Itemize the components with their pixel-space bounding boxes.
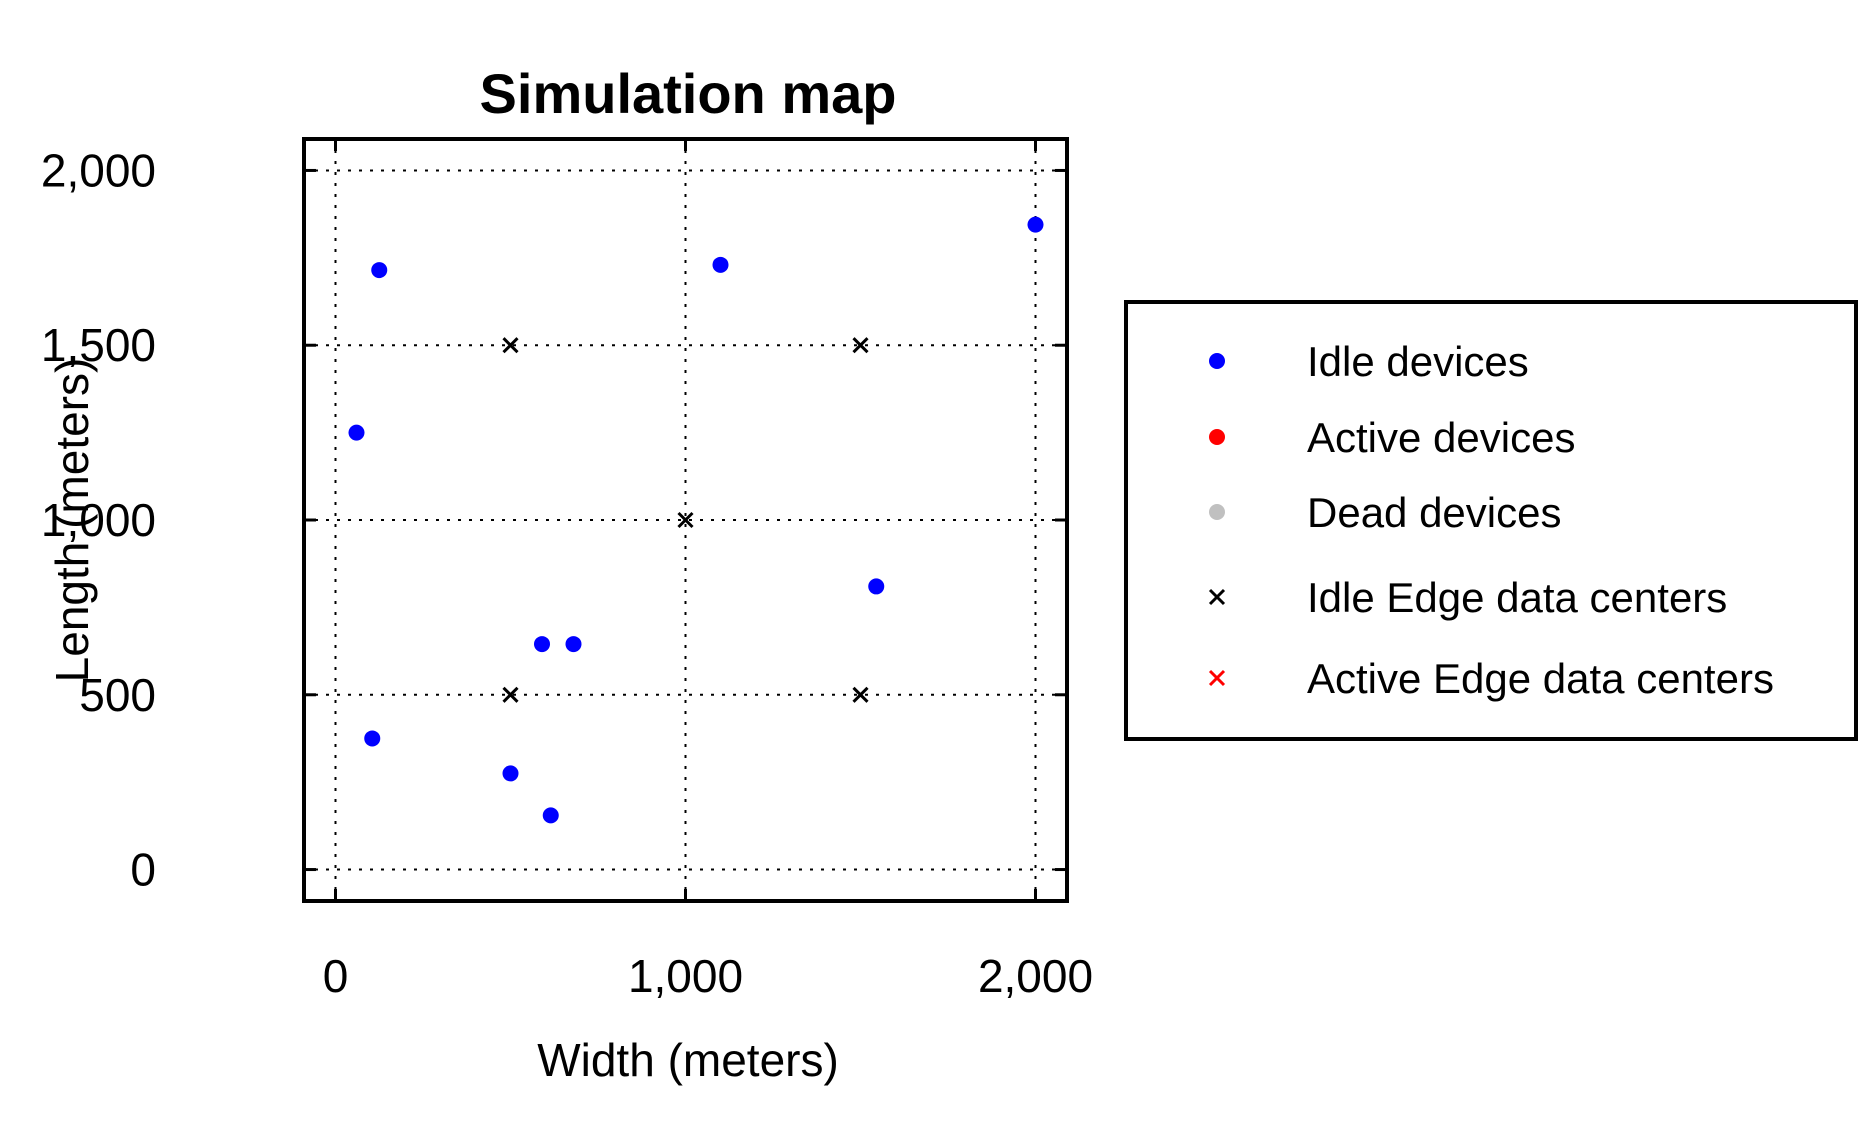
idle-devices-point: [542, 807, 559, 824]
cross-stroke: [852, 686, 869, 703]
legend: Idle devices Active devices Dead devices Id…: [1124, 300, 1858, 741]
y-tick-label: 2,000: [41, 144, 156, 196]
x-axis-label: Width (meters): [537, 1034, 839, 1086]
legend-marker-dead-devices: [1209, 504, 1225, 520]
idle-edge-data-centers-point: [502, 337, 519, 354]
tick-marks: [304, 139, 1067, 901]
x-tick-label: 1,000: [628, 950, 743, 1002]
idle-devices-point: [371, 262, 388, 279]
y-tick-label: 1,000: [41, 494, 156, 546]
idle-edge-data-centers-point: [502, 686, 519, 703]
idle-edge-data-centers-point: [852, 337, 869, 354]
cross-stroke: [1208, 588, 1226, 606]
idle-edge-data-centers-point: [852, 686, 869, 703]
idle-devices-point: [868, 578, 885, 595]
legend-label-idle-devices: Idle devices: [1307, 338, 1529, 385]
x-tick-label: 0: [323, 950, 349, 1002]
idle-devices-point: [364, 730, 381, 747]
legend-label-active-edge-data-centers: Active Edge data centers: [1307, 655, 1774, 702]
chart-title: Simulation map: [480, 62, 897, 125]
y-tick-label: 1,500: [41, 319, 156, 371]
idle-devices-point: [565, 636, 582, 653]
legend-marker-active-devices: [1209, 429, 1225, 445]
legend-marker-idle-edge-data-centers: [1208, 588, 1226, 606]
cross-stroke: [677, 511, 694, 529]
idle-edge-data-centers-point: [677, 511, 694, 529]
y-tick-label: 0: [130, 844, 156, 896]
idle-devices-point: [502, 765, 519, 782]
cross-stroke: [1208, 669, 1226, 687]
legend-label-idle-edge-data-centers: Idle Edge data centers: [1307, 574, 1727, 621]
tick-labels: 0 1,000 2,000 0 500 1,000 1,500 2,000: [41, 144, 1093, 1002]
cross-stroke: [852, 337, 869, 354]
idle-devices-point: [348, 424, 365, 441]
cross-stroke: [502, 686, 519, 703]
idle-devices-point: [534, 636, 550, 653]
cross-stroke: [502, 337, 519, 354]
legend-items: Idle devices Active devices Dead devices Id…: [1208, 338, 1774, 702]
idle-devices-point: [712, 256, 729, 273]
legend-label-dead-devices: Dead devices: [1307, 489, 1561, 536]
y-axis-label: Length (meters): [46, 358, 98, 683]
data-points: [348, 216, 1044, 824]
legend-marker-idle-devices: [1209, 353, 1225, 369]
legend-label-active-devices: Active devices: [1307, 414, 1575, 461]
y-tick-label: 500: [79, 669, 156, 721]
legend-marker-active-edge-data-centers: [1208, 669, 1226, 687]
x-tick-label: 2,000: [978, 950, 1093, 1002]
idle-devices-point: [1027, 216, 1044, 233]
legend-box: [1124, 300, 1858, 741]
